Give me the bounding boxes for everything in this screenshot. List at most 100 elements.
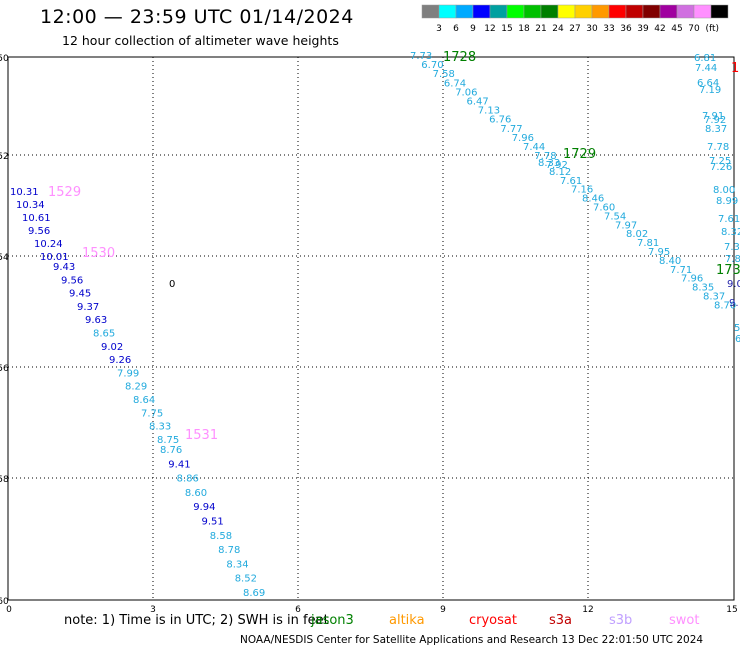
wave-height-value: 9.56 [28,226,50,237]
wave-height-value: 7.26 [710,162,732,173]
legend-tick-label: 45 [671,24,682,34]
wave-height-value: 7.25 [709,156,731,167]
wave-height-value: 8.76 [160,445,182,456]
pass-label: 1530 [82,246,115,261]
wave-height-value: 9.94 [193,502,215,513]
wave-height-value: 7.3 [724,242,740,253]
wave-height-value: 8.65 [93,329,115,340]
wave-height-value: 7.13 [478,106,500,117]
x-tick-label: 6 [295,605,301,615]
wave-height-value: 6.76 [489,115,511,126]
wave-height-value: 8.33 [538,158,560,169]
x-tick-label: 9 [440,605,446,615]
wave-height-value: 8.00 [713,185,735,196]
legend-tick-label: 27 [569,24,580,34]
wave-height-value: 7.95 [648,247,670,258]
wave-height-value: 7.44 [695,63,717,74]
wave-height-value: 10.61 [22,213,51,224]
wave-height-value: 8.86 [177,474,199,485]
wave-height-value: 7.92 [546,160,568,171]
legend-tick-label: 9 [470,24,476,34]
wave-height-value: 6.74 [444,78,466,89]
pass-label: 173 [716,263,740,278]
y-tick-label: -60 [0,597,9,607]
wave-height-value: 8.60 [185,488,207,499]
pass-label: 19 [731,61,740,76]
wave-height-value: 8.35 [692,283,714,294]
wave-height-value: 8.99 [716,196,738,207]
wave-height-value: 8.34 [226,559,248,570]
wave-height-value: 8.37 [703,292,725,303]
pass-label: 1529 [48,185,81,200]
wave-height-value: 7.71 [670,265,692,276]
wave-height-value: 8.33 [149,422,171,433]
wave-height-value: 6.81 [694,53,716,64]
x-tick-label: 3 [150,605,156,615]
wave-height-value: 7.77 [500,124,522,135]
wave-height-value: 7.75 [141,408,163,419]
wave-height-value: 9.37 [77,302,99,313]
wave-height-value: 8.52 [235,574,257,585]
plot-frame [7,56,735,601]
wave-height-value: 7.78 [707,142,729,153]
legend-tick-label: 21 [535,24,546,34]
y-tick-label: -54 [0,253,9,263]
wave-height-value: 9.43 [53,262,75,273]
credit-footer: NOAA/NESDIS Center for Satellite Applica… [240,634,704,646]
satellite-name: s3b [609,613,633,628]
y-tick-label: -58 [0,475,9,485]
wave-height-value: 8.58 [210,531,232,542]
wave-height-value: 7.8 [725,254,740,265]
y-tick-label: -50 [0,54,9,64]
wave-height-value: 8.69 [243,588,265,599]
wave-height-value: 6.70 [421,60,443,71]
wave-height-value: 7.97 [615,220,637,231]
wave-height-value: 5 [734,323,740,334]
wave-height-value: 6.47 [467,97,489,108]
satellite-name: altika [389,613,425,628]
track-marker-label: 0 [169,279,175,290]
wave-height-value: 8.29 [125,382,147,393]
wave-height-value: 8.78 [218,545,240,556]
wave-height-value: 9.63 [85,315,107,326]
legend-tick-label: 3 [436,24,442,34]
wave-height-value: 8.37 [705,124,727,135]
y-tick-label: -52 [0,152,9,162]
legend-tick-label: 24 [552,24,564,34]
wave-height-value: 6 [735,334,740,345]
note-text: note: 1) Time is in UTC; 2) SWH is in fe… [64,613,329,628]
satellite-name: cryosat [469,613,517,628]
x-tick-label: 12 [582,605,593,615]
page-subtitle: 12 hour collection of altimeter wave hei… [62,33,339,48]
satellite-name: jason3 [311,613,354,628]
wave-height-value: 7.91 [702,111,724,122]
legend-tick-label: 39 [637,24,649,34]
wave-height-value: 9.56 [61,275,83,286]
legend-tick-label: 6 [453,24,459,34]
wave-height-value: 8.40 [659,256,681,267]
legend-tick-label: 33 [603,24,614,34]
pass-label: 1728 [443,50,476,65]
wave-height-value: 8.02 [626,229,648,240]
wave-height-value: 9.02 [101,342,123,353]
wave-height-value: 7.44 [523,142,545,153]
wave-height-value: 7.58 [433,69,455,80]
satellite-name: swot [669,613,700,628]
wave-height-value: 7.96 [681,274,703,285]
wave-height-value: 9.45 [69,289,91,300]
satellite-note: note: 1) Time is in UTC; 2) SWH is in fe… [64,613,699,628]
x-tick-label: 15 [726,605,737,615]
satellite-name: s3a [549,613,573,628]
wave-height-value: 9.26 [109,355,131,366]
wave-height-value: 10.34 [16,200,45,211]
wave-height-value: 7.19 [699,85,721,96]
wave-height-value: 8.70 [714,300,736,311]
wave-height-value: 8.75 [157,435,179,446]
wave-height-value: 7.81 [637,238,659,249]
legend-unit: (ft) [706,24,720,34]
wave-height-value: 8.32 [721,227,740,238]
wave-height-value: 8.12 [549,167,571,178]
y-tick-label: -56 [0,364,9,374]
wave-height-value: 7.73 [410,51,432,62]
